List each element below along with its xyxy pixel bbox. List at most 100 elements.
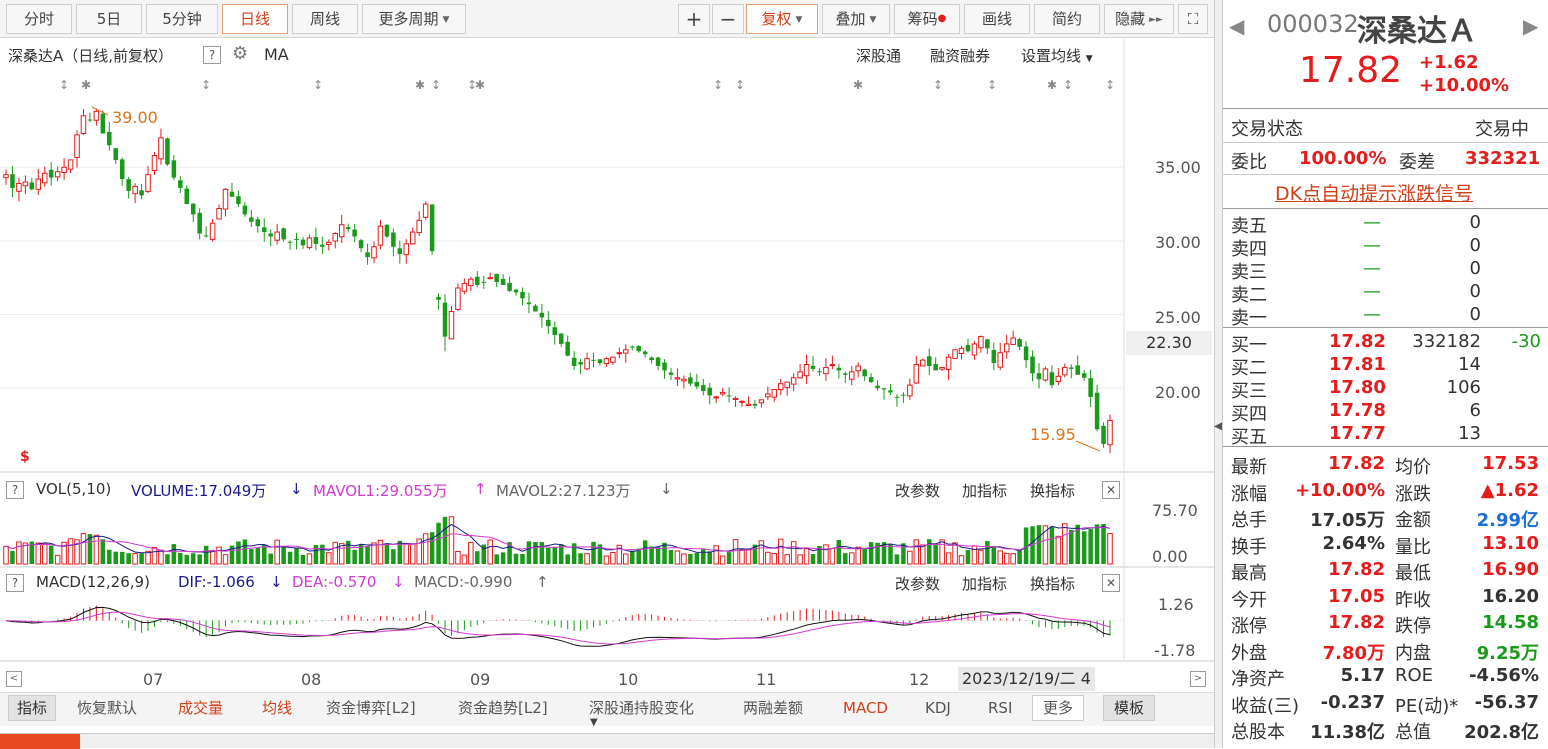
macd-switch-indicator[interactable]: 换指标 [1030, 575, 1076, 593]
candle-body [875, 385, 880, 389]
vol-switch-indicator[interactable]: 换指标 [1030, 482, 1076, 500]
collapse-down-icon[interactable]: ▼ [590, 717, 598, 728]
volume-bar [261, 545, 267, 564]
period-tab-more[interactable]: 更多周期 ▼ [362, 4, 466, 34]
link-set-ma[interactable]: 设置均线 ▼ [1021, 45, 1093, 66]
buy-row[interactable]: 买三 17.80 106 [1223, 377, 1548, 402]
candle-body [765, 393, 771, 398]
period-tab-5day[interactable]: 5日 [76, 4, 142, 34]
indicator-tab-volume[interactable]: 成交量 [178, 699, 224, 717]
draw-button[interactable]: 画线 [964, 4, 1030, 34]
volume-bar [681, 553, 687, 565]
gear-icon[interactable]: ⚙ [232, 43, 249, 64]
chips-button[interactable]: 筹码● [894, 4, 960, 34]
volume-bar [616, 544, 623, 565]
stat-label: PE(动)* [1395, 695, 1459, 717]
scroll-left-icon[interactable]: < [6, 671, 22, 687]
period-tab-5min[interactable]: 5分钟 [146, 4, 218, 34]
prev-stock-icon[interactable]: ◀ [1229, 14, 1245, 38]
volume-bar [784, 554, 790, 565]
simple-button[interactable]: 简约 [1034, 4, 1100, 34]
sell-row[interactable]: 卖二 — 0 [1223, 281, 1548, 306]
indicator-tab-indicator[interactable]: 指标 [8, 695, 57, 721]
volume-bar [758, 540, 765, 565]
indicator-tab-rsi[interactable]: RSI [988, 699, 1013, 717]
buy-row[interactable]: 买二 17.81 14 [1223, 354, 1548, 379]
link-margin[interactable]: 融资融券 [930, 47, 991, 65]
buy-row[interactable]: 买四 17.78 6 [1223, 400, 1548, 425]
volume-bar [985, 541, 990, 564]
indicator-tab-fund-trend[interactable]: 资金趋势[L2] [458, 699, 548, 717]
stat-value: -56.37 [1474, 691, 1539, 713]
sell-row-volume: 0 [1469, 212, 1481, 233]
indicator-tab-reset[interactable]: 恢复默认 [77, 699, 138, 717]
vol-axis-bottom: 0.00 [1152, 547, 1188, 566]
scroll-right-icon[interactable]: > [1190, 671, 1206, 687]
candle-body [242, 205, 248, 215]
indicator-tab-ma[interactable]: 均线 [262, 699, 293, 717]
candle-body [533, 305, 538, 312]
kline-chart-area[interactable]: ↕ ✱ ↕ ↕ ✱ ↕ ↕ ✱ ↕ ↕ ✱ ↕ ↕ ✱ ↕ ↕ 深桑达A（日线,前复权） ? ⚙ MA 深股通… [0, 39, 1214, 691]
sell-row[interactable]: 卖三 — 0 [1223, 258, 1548, 283]
indicator-tab-sgt-holding[interactable]: 深股通持股变化 [589, 699, 695, 717]
adjust-button[interactable]: 复权 ▼ [746, 4, 818, 34]
macd-help-icon[interactable]: ? [6, 574, 24, 592]
volume-bar [313, 544, 319, 564]
candle-body [1030, 356, 1035, 374]
vol-change-params[interactable]: 改参数 [895, 482, 941, 500]
period-tab-daily[interactable]: 日线 [222, 4, 288, 34]
stat-row: 今开 17.05 昨收 16.20 [1223, 586, 1548, 612]
candle-body [371, 246, 377, 259]
stat-label: 最高 [1231, 563, 1267, 584]
buy-row-price: 17.80 [1329, 377, 1386, 398]
period-tab-weekly[interactable]: 周线 [292, 4, 358, 34]
zoom-in-button[interactable]: + [678, 4, 710, 34]
volume-bar [338, 543, 345, 565]
volume-bar [578, 553, 583, 564]
indicator-more-button[interactable]: 更多 [1032, 695, 1085, 721]
volume-bar [371, 542, 377, 565]
stock-name: 深桑达Ａ [1357, 14, 1477, 49]
vol-help-icon[interactable]: ? [6, 481, 24, 499]
vol-add-indicator[interactable]: 加指标 [962, 482, 1008, 500]
stat-row: 最新 17.82 均价 17.53 [1223, 453, 1548, 479]
macd-add-indicator[interactable]: 加指标 [962, 575, 1008, 593]
volume-bar [894, 554, 900, 564]
overlay-button[interactable]: 叠加 ▼ [822, 4, 890, 34]
candle-body [933, 364, 938, 371]
stat-label: 涨停 [1231, 616, 1267, 637]
zoom-out-button[interactable]: − [712, 4, 744, 34]
close-icon[interactable]: ✕ [1102, 481, 1120, 499]
stat-label: 昨收 [1395, 589, 1431, 611]
candle-body [790, 377, 797, 385]
candle-body [591, 359, 596, 361]
indicator-tab-margin[interactable]: 两融差额 [743, 699, 804, 717]
help-icon[interactable]: ? [203, 46, 221, 64]
sell-row[interactable]: 卖五 — 0 [1223, 212, 1548, 237]
indicator-tab-fund-game[interactable]: 资金博弈[L2] [326, 699, 416, 717]
candle-body [274, 231, 280, 241]
panel-splitter[interactable]: ◀ [1214, 0, 1225, 748]
volume-bar [739, 549, 745, 565]
volume-bar [3, 545, 9, 565]
buy-row[interactable]: 买五 17.77 13 [1223, 423, 1548, 448]
dk-signal-link[interactable]: DK点自动提示涨跌信号 [1275, 183, 1474, 205]
volume-bar [1023, 527, 1029, 564]
next-stock-icon[interactable]: ▶ [1523, 14, 1539, 38]
indicator-tab-macd[interactable]: MACD [843, 699, 888, 717]
macd-change-params[interactable]: 改参数 [895, 575, 941, 593]
sell-row[interactable]: 卖四 — 0 [1223, 235, 1548, 260]
period-tab-intraday[interactable]: 分时 [6, 4, 72, 34]
fullscreen-button[interactable]: ⛶ [1178, 4, 1208, 34]
collapse-right-icon[interactable]: ◀ [1214, 418, 1225, 434]
indicator-tab-kdj[interactable]: KDJ [925, 699, 951, 717]
link-shenguotong[interactable]: 深股通 [856, 47, 902, 65]
candle-body [571, 357, 577, 366]
buy-row[interactable]: 买一 17.82 332182 -30 [1223, 331, 1548, 356]
active-bottom-tab[interactable] [0, 734, 80, 749]
sell-row[interactable]: 卖一 — 0 [1223, 304, 1548, 329]
close-icon[interactable]: ✕ [1102, 574, 1120, 592]
candle-body [784, 381, 790, 389]
indicator-template-button[interactable]: 模板 [1103, 695, 1156, 721]
hide-button[interactable]: 隐藏 ►► [1104, 4, 1174, 34]
